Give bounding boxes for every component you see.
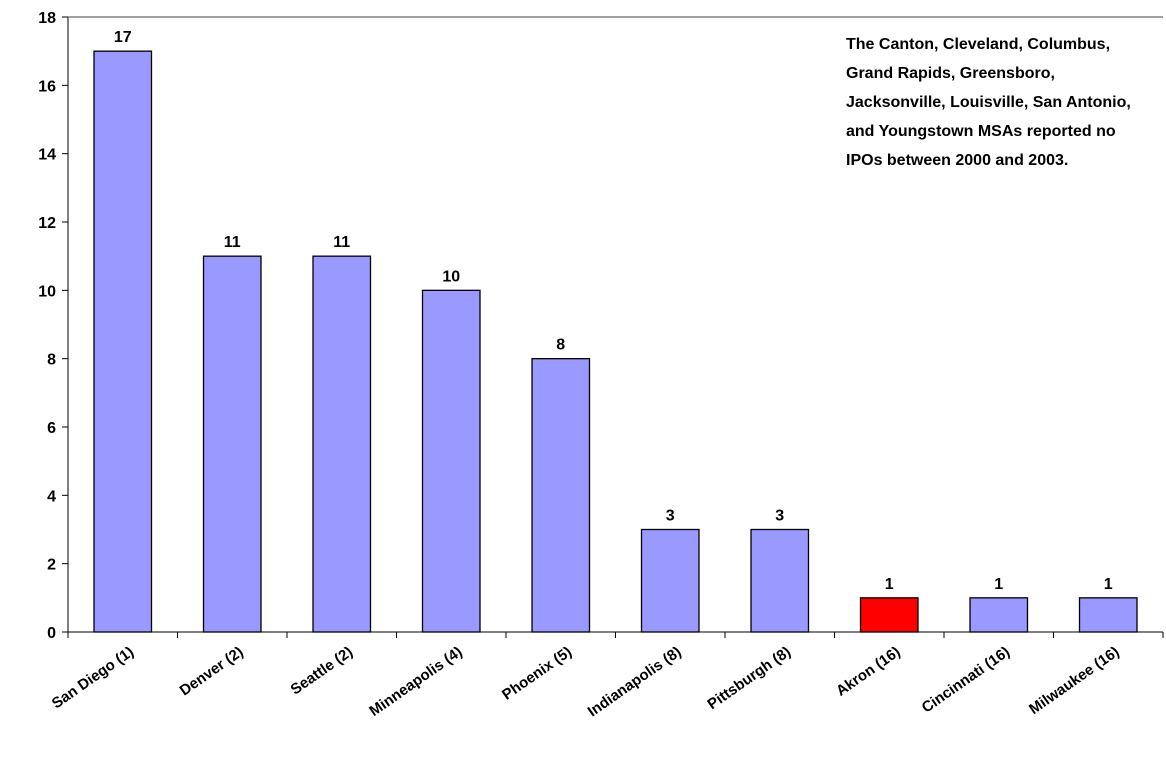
bar [859,597,919,633]
y-tick-label: 8 [47,352,56,369]
bar [969,597,1029,633]
y-tick-label: 16 [38,78,56,95]
y-tick-label: 0 [47,625,56,642]
data-label: 1 [885,576,894,593]
data-label: 1 [994,576,1003,593]
y-tick-label: 18 [38,10,56,27]
data-label: 3 [775,508,784,525]
category-label: Denver (2) [177,643,247,699]
bar [202,255,262,633]
y-tick-label: 2 [47,557,56,574]
bar [750,528,810,633]
bars [93,50,1138,633]
category-label: Phoenix (5) [499,643,575,703]
data-label: 1 [1104,576,1113,593]
bar [312,255,372,633]
data-label: 10 [442,268,460,285]
bar [1078,597,1138,633]
bar [421,289,481,633]
category-labels: San Diego (1) Denver (2) Seattle (2) Minnea… [49,643,1123,720]
category-label: Milwaukee (16) [1026,643,1122,718]
y-tick-label: 6 [47,420,56,437]
category-label: Cincinnati (16) [919,643,1013,716]
x-axis [67,631,1164,638]
category-label: Indianapolis (8) [585,643,685,720]
bar [640,528,700,633]
data-label: 11 [333,234,350,251]
y-tick-label: 12 [38,215,56,232]
category-label: San Diego (1) [49,643,137,712]
data-label: 17 [114,29,132,46]
category-label: Seattle (2) [288,643,356,698]
category-label: Pittsburgh (8) [704,643,794,713]
chart-annotation: The Canton, Cleveland, Columbus, Grand R… [846,36,1131,169]
bar [531,358,591,633]
y-tick-label: 10 [38,283,56,300]
category-label: Akron (16) [833,643,904,699]
data-label: 8 [556,337,565,354]
y-tick-label: 4 [47,488,56,505]
data-label: 3 [666,508,675,525]
y-tick-label: 14 [38,147,56,164]
category-label: Minneapolis (4) [366,643,465,720]
data-label: 11 [224,234,241,251]
bar [93,50,153,633]
